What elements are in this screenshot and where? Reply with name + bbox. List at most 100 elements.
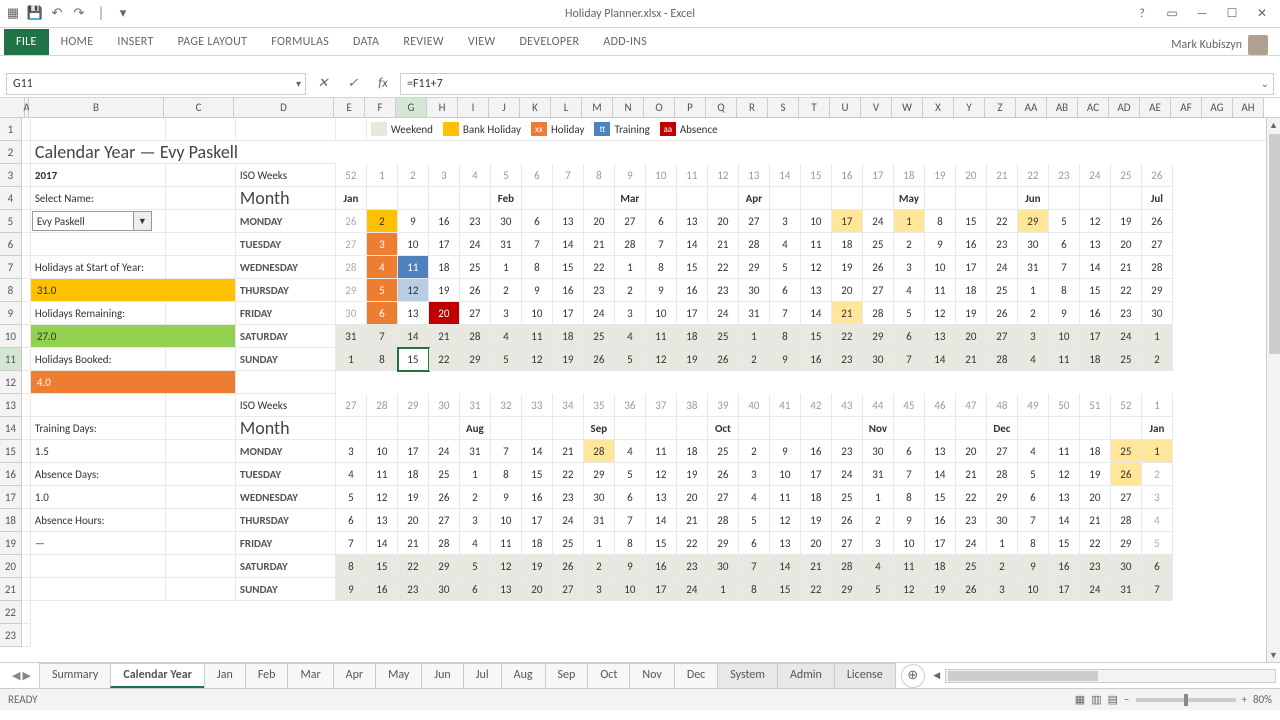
- day-cell[interactable]: 7: [894, 463, 925, 486]
- day-cell[interactable]: 22: [553, 463, 584, 486]
- day-cell[interactable]: 11: [770, 486, 801, 509]
- day-cell[interactable]: 11: [522, 325, 553, 348]
- chevron-down-icon[interactable]: ▼: [133, 212, 151, 230]
- iso-week[interactable]: 21: [987, 164, 1018, 187]
- iso-week[interactable]: 2: [398, 164, 429, 187]
- zoom-in-icon[interactable]: +: [1242, 693, 1247, 706]
- day-cell[interactable]: 8: [646, 256, 677, 279]
- iso-week[interactable]: 17: [863, 164, 894, 187]
- day-cell[interactable]: 31: [460, 440, 491, 463]
- day-cell[interactable]: 27: [863, 279, 894, 302]
- cell[interactable]: [22, 325, 31, 348]
- day-cell[interactable]: 2: [1142, 463, 1173, 486]
- ribbon-opts-icon[interactable]: ▭: [1158, 4, 1186, 24]
- row-header-14[interactable]: 14: [0, 417, 22, 440]
- day-cell[interactable]: 11: [646, 325, 677, 348]
- day-cell[interactable]: 4: [863, 555, 894, 578]
- iso-week[interactable]: 33: [522, 394, 553, 417]
- iso-week[interactable]: 26: [1142, 164, 1173, 187]
- day-cell[interactable]: 1: [863, 486, 894, 509]
- month-name[interactable]: [925, 417, 956, 440]
- month-name[interactable]: [708, 187, 739, 210]
- day-cell[interactable]: 26: [708, 463, 739, 486]
- day-cell[interactable]: 8: [367, 348, 398, 371]
- day-cell[interactable]: 5: [615, 348, 646, 371]
- day-cell[interactable]: 10: [367, 440, 398, 463]
- holidays-start-label[interactable]: Holidays at Start of Year:: [31, 256, 166, 279]
- iso-week[interactable]: 27: [336, 394, 367, 417]
- day-cell[interactable]: 25: [708, 440, 739, 463]
- month-name[interactable]: [1080, 417, 1111, 440]
- month-name[interactable]: [367, 417, 398, 440]
- iso-week[interactable]: 9: [615, 164, 646, 187]
- cell[interactable]: [166, 164, 236, 187]
- iso-week[interactable]: 1: [367, 164, 398, 187]
- day-cell[interactable]: 30: [429, 578, 460, 601]
- day-cell[interactable]: 13: [925, 325, 956, 348]
- cell[interactable]: [22, 371, 31, 394]
- iso-week[interactable]: 15: [801, 164, 832, 187]
- day-cell[interactable]: 9: [398, 210, 429, 233]
- day-cell[interactable]: 9: [1049, 302, 1080, 325]
- day-cell[interactable]: 6: [1142, 555, 1173, 578]
- day-cell[interactable]: 14: [925, 348, 956, 371]
- row-header-9[interactable]: 9: [0, 302, 22, 325]
- iso-week[interactable]: 34: [553, 394, 584, 417]
- month-name[interactable]: [677, 417, 708, 440]
- col-header-P[interactable]: P: [675, 98, 706, 117]
- sheet-tab-apr[interactable]: Apr: [333, 663, 376, 688]
- absence-days-label[interactable]: Absence Days:: [31, 463, 166, 486]
- sheet-tab-system[interactable]: System: [717, 663, 778, 688]
- day-cell[interactable]: 24: [832, 463, 863, 486]
- col-header-G[interactable]: G: [396, 98, 427, 117]
- day-cell[interactable]: 22: [398, 555, 429, 578]
- day-cell[interactable]: 9: [925, 233, 956, 256]
- day-cell[interactable]: 27: [708, 486, 739, 509]
- absence-hours-value[interactable]: —: [31, 532, 166, 555]
- cells-area[interactable]: WeekendBank HolidayxxHolidayttTrainingaa…: [22, 118, 1266, 662]
- day-cell[interactable]: 29: [429, 555, 460, 578]
- day-cell[interactable]: 12: [491, 555, 522, 578]
- day-cell[interactable]: 5: [336, 486, 367, 509]
- col-header-S[interactable]: S: [768, 98, 799, 117]
- month-name[interactable]: [863, 187, 894, 210]
- iso-week[interactable]: 31: [460, 394, 491, 417]
- day-cell[interactable]: 28: [708, 509, 739, 532]
- day-cell[interactable]: 4: [615, 325, 646, 348]
- iso-week[interactable]: 36: [615, 394, 646, 417]
- day-label[interactable]: SUNDAY: [236, 348, 336, 371]
- iso-week[interactable]: 50: [1049, 394, 1080, 417]
- day-cell[interactable]: 27: [336, 233, 367, 256]
- day-cell[interactable]: 8: [894, 486, 925, 509]
- ribbon-tab-home[interactable]: HOME: [49, 29, 106, 55]
- month-name[interactable]: [987, 187, 1018, 210]
- row-header-5[interactable]: 5: [0, 210, 22, 233]
- day-cell[interactable]: 22: [1111, 279, 1142, 302]
- iso-week[interactable]: 22: [1018, 164, 1049, 187]
- day-cell[interactable]: 6: [522, 210, 553, 233]
- month-name[interactable]: [367, 187, 398, 210]
- day-cell[interactable]: 31: [1111, 578, 1142, 601]
- day-cell[interactable]: 28: [615, 233, 646, 256]
- iso-label[interactable]: ISO Weeks: [236, 164, 336, 187]
- day-cell[interactable]: 8: [615, 532, 646, 555]
- day-cell[interactable]: 30: [584, 486, 615, 509]
- day-cell[interactable]: 3: [863, 532, 894, 555]
- cell[interactable]: [166, 509, 236, 532]
- month-name[interactable]: [801, 417, 832, 440]
- day-cell[interactable]: 4: [1142, 509, 1173, 532]
- day-cell[interactable]: 28: [1142, 256, 1173, 279]
- col-header-H[interactable]: H: [427, 98, 458, 117]
- day-cell[interactable]: 29: [584, 463, 615, 486]
- day-cell[interactable]: 21: [1111, 256, 1142, 279]
- iso-week[interactable]: 10: [646, 164, 677, 187]
- iso-week[interactable]: 18: [894, 164, 925, 187]
- day-cell[interactable]: 17: [956, 256, 987, 279]
- day-cell[interactable]: 17: [801, 463, 832, 486]
- day-cell[interactable]: 9: [336, 578, 367, 601]
- day-cell[interactable]: 20: [522, 578, 553, 601]
- month-name[interactable]: [553, 417, 584, 440]
- day-cell[interactable]: 12: [1049, 463, 1080, 486]
- day-cell[interactable]: 2: [460, 486, 491, 509]
- day-cell[interactable]: 28: [987, 463, 1018, 486]
